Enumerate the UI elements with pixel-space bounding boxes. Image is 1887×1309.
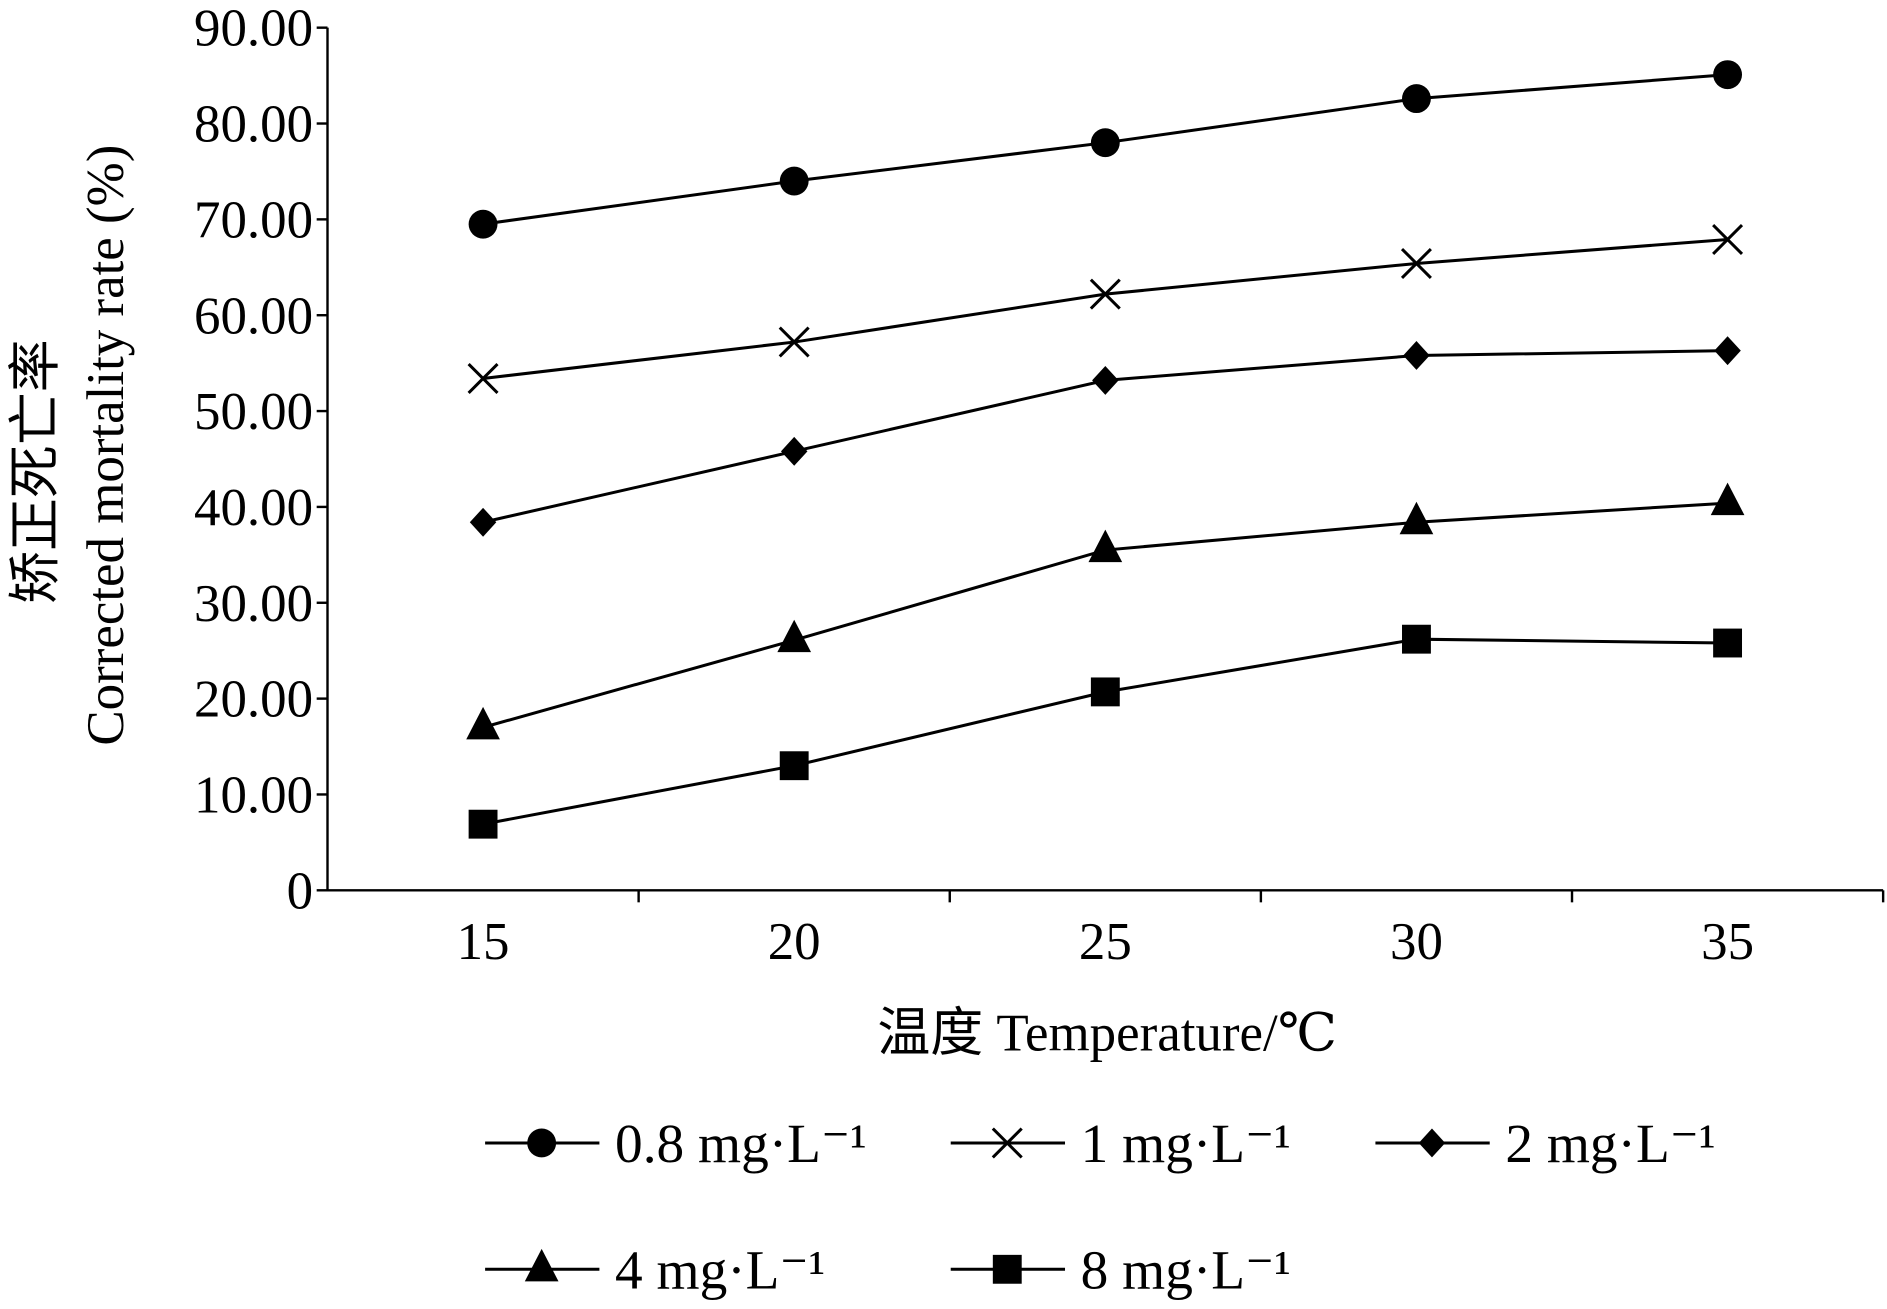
series-triangle — [466, 482, 1745, 740]
y-tick-label: 20.00 — [194, 671, 313, 729]
legend-label: 0.8 mg·L⁻¹ — [615, 1113, 867, 1174]
series-group — [466, 60, 1745, 839]
marker-square — [468, 809, 498, 839]
marker-circle — [1402, 84, 1431, 114]
marker-diamond — [1092, 365, 1119, 395]
series-line — [482, 637, 1728, 826]
legend-item: 0.8 mg·L⁻¹ — [485, 1113, 867, 1174]
legend-label: 4 mg·L⁻¹ — [615, 1240, 825, 1301]
marker-square — [1402, 624, 1431, 654]
marker-x — [778, 326, 810, 358]
marker-square — [992, 1254, 1022, 1284]
marker-diamond — [1403, 341, 1430, 370]
marker-square — [1713, 628, 1743, 658]
y-tick-label: 40.00 — [194, 479, 313, 537]
legend-label: 1 mg·L⁻¹ — [1081, 1113, 1291, 1174]
legend-label: 8 mg·L⁻¹ — [1081, 1240, 1291, 1301]
marker-x-stroke — [1400, 247, 1432, 279]
marker-circle — [527, 1128, 557, 1158]
marker-triangle — [1399, 501, 1434, 535]
marker-circle — [1713, 60, 1743, 90]
legend-label: 2 mg·L⁻¹ — [1505, 1113, 1715, 1174]
marker-triangle — [466, 706, 500, 740]
legend-item: 4 mg·L⁻¹ — [485, 1240, 825, 1301]
legend-item: 2 mg·L⁻¹ — [1375, 1113, 1716, 1174]
marker-circle — [1090, 128, 1120, 158]
marker-x — [1089, 278, 1121, 310]
marker-diamond — [469, 507, 497, 537]
marker-x-stroke — [991, 1127, 1023, 1159]
x-axis-label: 温度 Temperature/℃ — [877, 1004, 1337, 1062]
y-tick-label: 90.00 — [194, 0, 313, 58]
marker-x-stroke — [467, 362, 499, 394]
marker-triangle — [524, 1248, 559, 1282]
x-tick-label: 20 — [768, 913, 821, 971]
y-axis-label-zh: 矫正死亡率 — [7, 339, 65, 604]
marker-triangle — [1088, 529, 1123, 563]
marker-square — [1090, 677, 1120, 707]
x-tick-label: 15 — [457, 913, 510, 971]
y-tick-label: 50.00 — [194, 383, 313, 441]
marker-diamond — [780, 436, 808, 466]
marker-triangle — [1710, 482, 1745, 516]
series-line — [482, 237, 1728, 380]
marker-diamond — [1418, 1128, 1446, 1158]
y-tick-label: 10.00 — [194, 767, 313, 825]
x-tick-labels: 15 20 25 30 35 — [457, 913, 1754, 971]
series-circle — [468, 60, 1743, 239]
y-tick-label: 60.00 — [194, 287, 313, 345]
x-tick-label: 30 — [1390, 913, 1443, 971]
axes — [316, 26, 1885, 903]
marker-x — [467, 362, 499, 394]
marker-diamond — [1714, 336, 1741, 366]
y-tick-label: 30.00 — [194, 575, 313, 633]
legend: 0.8 mg·L⁻¹ 1 mg·L⁻¹ 2 mg·L⁻¹ 4 mg·L⁻¹ 8 mg·L… — [485, 1113, 1716, 1301]
marker-x — [1712, 223, 1744, 255]
y-tick-labels: 0 10.00 20.00 30.00 40.00 50.00 60.00 70.00 80.0… — [194, 0, 313, 920]
marker-x — [991, 1127, 1023, 1159]
marker-x-stroke — [778, 326, 810, 358]
marker-x-stroke — [1712, 223, 1744, 255]
x-tick-label: 25 — [1079, 913, 1132, 971]
legend-item: 1 mg·L⁻¹ — [950, 1113, 1291, 1174]
marker-x — [1400, 247, 1432, 279]
series-diamond — [469, 336, 1741, 537]
y-tick-label: 0 — [287, 862, 313, 920]
y-tick-label: 80.00 — [194, 96, 313, 154]
x-tick-label: 35 — [1701, 913, 1754, 971]
marker-triangle — [777, 619, 812, 653]
marker-circle — [779, 166, 809, 196]
marker-x-stroke — [1089, 278, 1121, 310]
marker-circle — [468, 209, 498, 239]
marker-square — [779, 751, 809, 781]
series-x — [467, 223, 1744, 394]
legend-item: 8 mg·L⁻¹ — [950, 1240, 1291, 1301]
y-axis-label: Corrected mortality rate (%) — [77, 145, 135, 746]
y-tick-label: 70.00 — [194, 191, 313, 249]
series-square — [468, 624, 1743, 839]
